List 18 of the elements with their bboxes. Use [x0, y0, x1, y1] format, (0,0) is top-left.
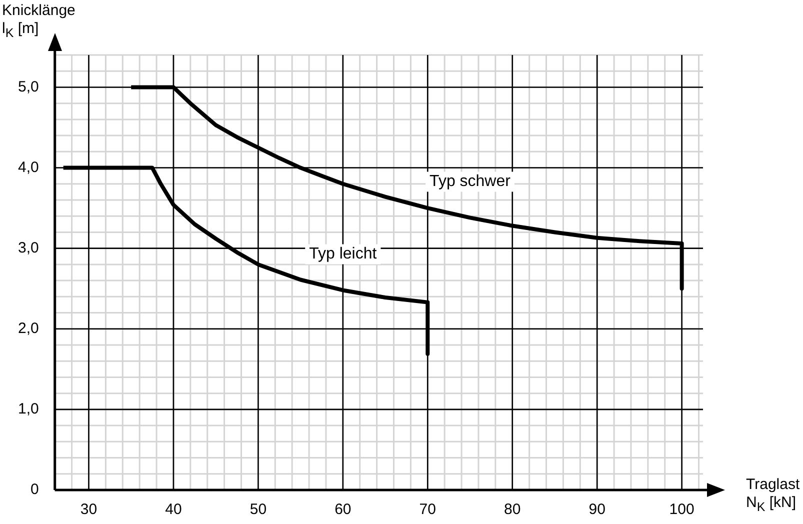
y-tick-label: 5,0 — [18, 78, 39, 96]
series-label: Typ schwer — [430, 173, 512, 190]
x-tick-label: 70 — [419, 501, 436, 518]
x-tick-label: 80 — [504, 501, 521, 518]
y-tick-label: 2,0 — [18, 320, 39, 338]
x-tick-label: 90 — [588, 501, 606, 518]
x-tick-label: 50 — [250, 501, 267, 518]
y-tick-label: 4,0 — [18, 158, 39, 176]
y-tick-label: 1,0 — [18, 400, 39, 418]
y-axis-title: Knicklänge l$_{K}$ [m] — [2, 2, 76, 42]
x-tick-label: 30 — [80, 501, 98, 518]
series-label: Typ leicht — [309, 246, 378, 263]
x-axis-title: Traglast N$_{K}$ [kN] — [746, 476, 800, 516]
x-tick-label: 100 — [669, 501, 694, 518]
x-tick-label: 40 — [165, 501, 182, 518]
y-tick-label: 3,0 — [18, 239, 39, 256]
y-tick-label: 0 — [30, 481, 39, 498]
x-tick-label: 60 — [334, 501, 352, 518]
